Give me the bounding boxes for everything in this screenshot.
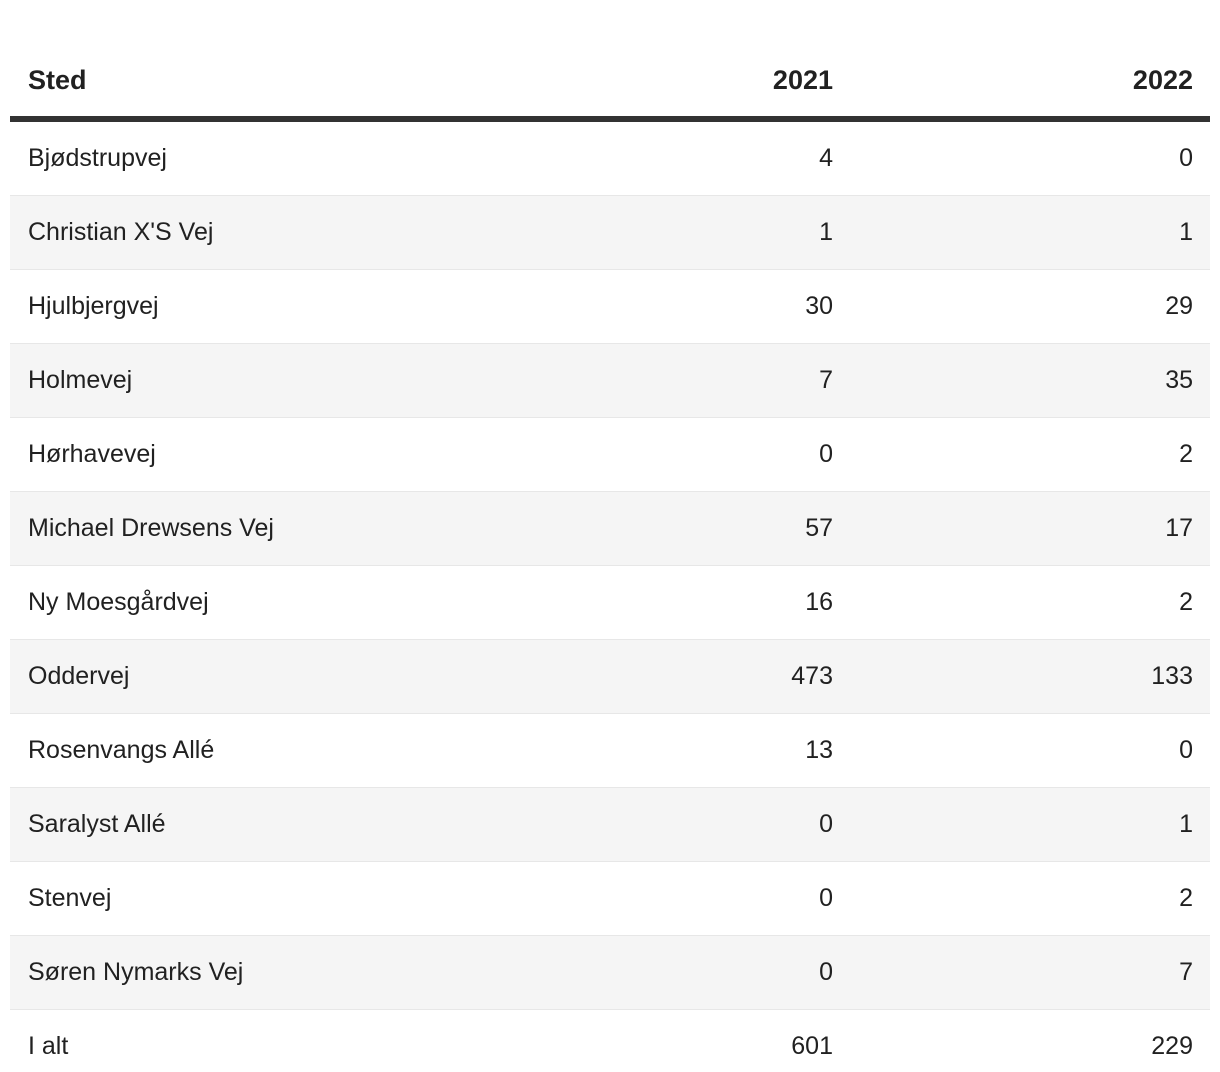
- value-2021-cell: 16: [610, 565, 850, 640]
- value-2022-cell: 35: [850, 343, 1210, 418]
- value-2022-cell: 0: [850, 713, 1210, 788]
- table-row: Oddervej 473 133: [10, 639, 1210, 714]
- table-row: Ny Moesgårdvej 16 2: [10, 565, 1210, 640]
- column-header-2021: 2021: [610, 0, 850, 122]
- value-2022-cell: 2: [850, 861, 1210, 936]
- row-label-cell: Christian X'S Vej: [10, 195, 610, 270]
- row-label-cell: Bjødstrupvej: [28, 144, 167, 172]
- column-header-sted: Sted: [10, 0, 610, 122]
- table-row: Hørhavevej 0 2: [10, 417, 1210, 492]
- header-row: Sted 2021 2022: [10, 0, 1210, 122]
- value-2021-cell: 0: [610, 935, 850, 1010]
- street-counts-table: Sted 2021 2022 Bjødstrupvej 4 0 Christia…: [10, 0, 1210, 1072]
- column-header-2022: 2022: [850, 0, 1210, 122]
- row-label-cell: Michael Drewsens Vej: [10, 491, 610, 566]
- table-row: Hjulbjergvej 30 29: [10, 269, 1210, 344]
- table-row: Stenvej 0 2: [10, 861, 1210, 936]
- row-label-cell: Rosenvangs Allé: [10, 713, 610, 788]
- value-2021-cell: 0: [610, 417, 850, 492]
- value-2022-cell: 0: [1179, 144, 1193, 172]
- table-row: Michael Drewsens Vej 57 17: [10, 491, 1210, 566]
- total-row: I alt 601 229: [10, 1009, 1210, 1072]
- value-2021-cell: 57: [610, 491, 850, 566]
- value-2022-cell: 17: [850, 491, 1210, 566]
- value-2022-cell: 1: [850, 195, 1210, 270]
- value-2021-cell: 1: [610, 195, 850, 270]
- value-2022-cell: 229: [850, 1009, 1210, 1072]
- table-body: Bjødstrupvej 4 0 Christian X'S Vej 1 1 H…: [10, 119, 1210, 1072]
- row-label-cell: I alt: [10, 1009, 610, 1072]
- table-row: Saralyst Allé 0 1: [10, 787, 1210, 862]
- row-label-cell: Søren Nymarks Vej: [10, 935, 610, 1010]
- value-2022-cell: 133: [850, 639, 1210, 714]
- table-row: Bjødstrupvej 4 0: [10, 119, 1210, 196]
- table-row: Christian X'S Vej 1 1: [10, 195, 1210, 270]
- value-2022-cell: 2: [850, 417, 1210, 492]
- value-2021-cell: 0: [610, 787, 850, 862]
- row-label-cell: Saralyst Allé: [10, 787, 610, 862]
- row-label-cell: Hørhavevej: [10, 417, 610, 492]
- table-row: Holmevej 7 35: [10, 343, 1210, 418]
- value-2022-cell: 1: [850, 787, 1210, 862]
- row-label-cell: Stenvej: [10, 861, 610, 936]
- value-2021-cell: 473: [610, 639, 850, 714]
- table-row: Søren Nymarks Vej 0 7: [10, 935, 1210, 1010]
- table-header: Sted 2021 2022: [10, 0, 1210, 122]
- row-label-cell: Hjulbjergvej: [10, 269, 610, 344]
- value-2021-cell: 7: [610, 343, 850, 418]
- value-2021-cell: 30: [610, 269, 850, 344]
- row-label-cell: Holmevej: [10, 343, 610, 418]
- table-row: Rosenvangs Allé 13 0: [10, 713, 1210, 788]
- value-2021-cell: 601: [610, 1009, 850, 1072]
- value-2022-cell: 29: [850, 269, 1210, 344]
- value-2021-cell: 0: [610, 861, 850, 936]
- value-2021-cell: 13: [610, 713, 850, 788]
- value-2021-cell: 4: [819, 144, 833, 172]
- row-label-cell: Ny Moesgårdvej: [10, 565, 610, 640]
- value-2022-cell: 7: [850, 935, 1210, 1010]
- value-2022-cell: 2: [850, 565, 1210, 640]
- row-label-cell: Oddervej: [10, 639, 610, 714]
